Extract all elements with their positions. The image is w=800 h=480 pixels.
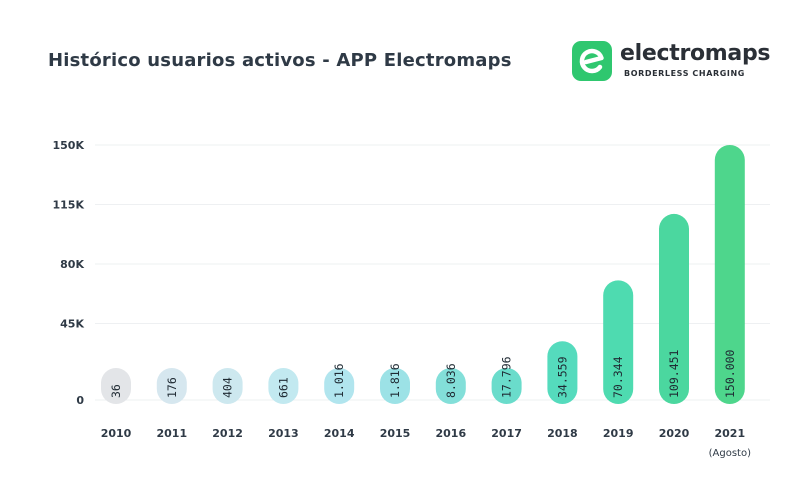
bar-2018 bbox=[547, 341, 578, 404]
bar-2010 bbox=[101, 368, 131, 404]
y-tick-label: 80K bbox=[60, 258, 84, 271]
y-tick-label: 150K bbox=[53, 139, 85, 152]
bar-2019 bbox=[603, 280, 634, 404]
x-tick-label: 2011 bbox=[156, 427, 187, 440]
data-label-2020: 109.451 bbox=[667, 349, 681, 398]
x-axis-ticks: 2010 2011 2012 2013 2014 2015 2016 2017 2018 2019… bbox=[101, 427, 751, 459]
x-tick-label: 2017 bbox=[491, 427, 522, 440]
bar-2016 bbox=[435, 368, 466, 404]
bar-2014 bbox=[324, 368, 355, 404]
bar-2013 bbox=[268, 368, 299, 404]
bars: 36 176 404 661 1.016 1.816 8.036 17.796 34.559 70… bbox=[101, 145, 745, 404]
data-label-2021: 150.000 bbox=[723, 349, 737, 398]
chart-title: Histórico usuarios activos - APP Electro… bbox=[48, 50, 512, 71]
y-tick-label: 45K bbox=[60, 318, 84, 331]
data-label-2013: 661 bbox=[276, 377, 290, 398]
x-tick-label: 2020 bbox=[659, 427, 690, 440]
data-label-2010: 36 bbox=[109, 384, 123, 398]
x-tick-label: 2013 bbox=[268, 427, 299, 440]
x-tick-label: 2018 bbox=[547, 427, 578, 440]
bar-2012 bbox=[212, 368, 243, 404]
x-tick-label: 2010 bbox=[101, 427, 132, 440]
x-tick-label: 2016 bbox=[435, 427, 466, 440]
data-label-2018: 34.559 bbox=[555, 356, 569, 398]
x-tick-sublabel: (Agosto) bbox=[709, 448, 751, 459]
data-label-2019: 70.344 bbox=[611, 356, 625, 398]
data-label-2012: 404 bbox=[221, 377, 235, 398]
y-axis-ticks: 0 45K 80K 115K 150K bbox=[53, 139, 85, 407]
grid-lines bbox=[95, 144, 770, 401]
y-tick-label: 0 bbox=[76, 394, 84, 407]
electromaps-e-icon bbox=[572, 41, 612, 81]
bar-2020 bbox=[659, 213, 689, 404]
logo-name: electromaps bbox=[620, 41, 771, 66]
data-label-2016: 8.036 bbox=[444, 363, 458, 398]
x-tick-label: 2015 bbox=[380, 427, 411, 440]
bar-2015 bbox=[380, 368, 410, 404]
bar-2011 bbox=[156, 368, 187, 404]
x-tick-label: 2019 bbox=[603, 427, 634, 440]
logo-tagline: BORDERLESS CHARGING bbox=[624, 69, 745, 78]
data-label-2017: 17.796 bbox=[500, 356, 514, 398]
x-tick-label: 2014 bbox=[324, 427, 355, 440]
data-label-2015: 1.816 bbox=[388, 363, 402, 398]
x-tick-label: 2012 bbox=[212, 427, 243, 440]
x-tick-label: 2021 bbox=[714, 427, 745, 440]
bar-2021 bbox=[714, 145, 745, 404]
electromaps-logo: electromaps BORDERLESS CHARGING bbox=[572, 41, 772, 83]
data-label-2011: 176 bbox=[165, 377, 179, 398]
data-label-2014: 1.016 bbox=[332, 363, 346, 398]
bar-2017 bbox=[491, 368, 522, 404]
y-tick-label: 115K bbox=[53, 199, 85, 212]
